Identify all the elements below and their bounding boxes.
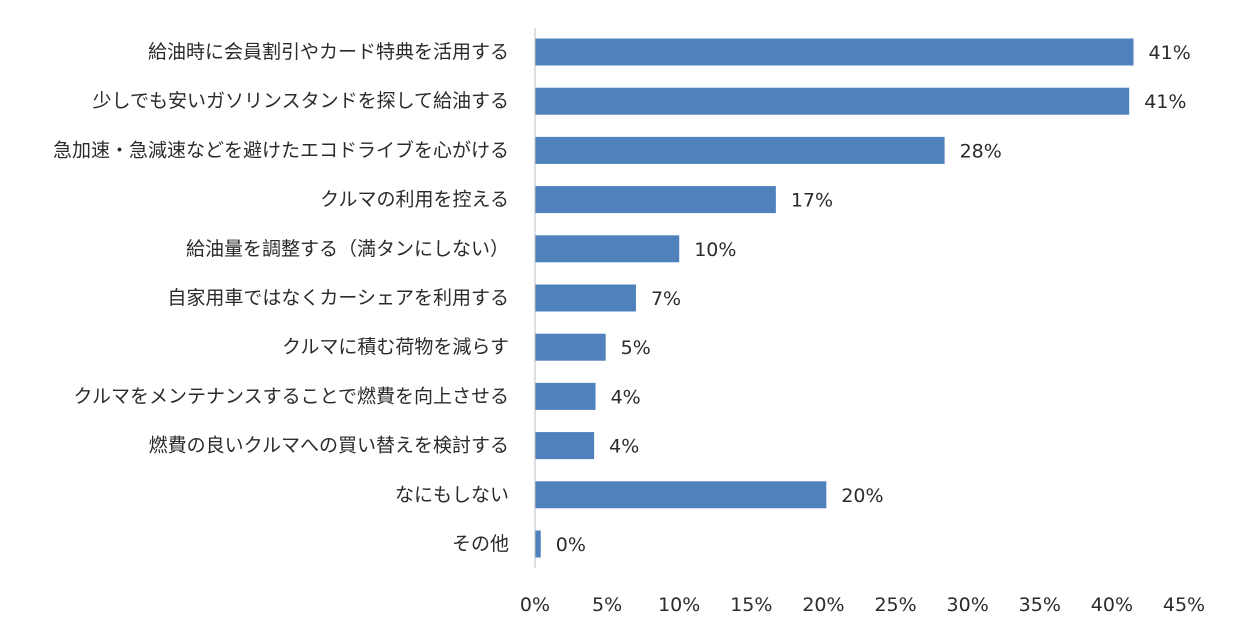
bar-8	[535, 382, 596, 410]
bar-5	[535, 235, 680, 263]
value-label-3: 28%	[960, 140, 1002, 162]
value-label-9: 4%	[609, 436, 639, 458]
category-label-6: 自家用車ではなくカーシェアを利用する	[167, 287, 509, 309]
bar-10	[535, 481, 827, 509]
value-label-2: 41%	[1144, 91, 1186, 113]
category-label-8: クルマをメンテナンスすることで燃費を向上させる	[74, 385, 509, 407]
x-tick-labels-group: 0% 5% 10% 15% 20% 25% 30% 35% 40% 45%	[520, 594, 1205, 616]
bar-9	[535, 432, 595, 460]
value-label-5: 10%	[694, 239, 736, 261]
x-tick-label-15: 15%	[730, 594, 772, 616]
category-label-3: 急加速・急減速などを避けたエコドライブを心がける	[53, 138, 509, 161]
value-label-4: 17%	[791, 190, 833, 212]
x-tick-label-40: 40%	[1091, 594, 1133, 616]
x-tick-label-20: 20%	[802, 594, 844, 616]
bar-11	[535, 530, 541, 558]
category-label-4: クルマの利用を控える	[320, 189, 509, 211]
category-label-10: なにもしない	[395, 484, 509, 506]
value-label-10: 20%	[841, 485, 883, 507]
value-label-7: 5%	[621, 337, 651, 359]
value-label-1: 41%	[1149, 42, 1191, 64]
x-tick-label-35: 35%	[1019, 594, 1061, 616]
bars-group	[535, 38, 1134, 558]
value-label-11: 0%	[556, 534, 586, 556]
x-tick-label-25: 25%	[874, 594, 916, 616]
value-label-6: 7%	[651, 288, 681, 310]
category-label-5: 給油量を調整する（満タンにしない）	[186, 238, 509, 260]
x-tick-label-0: 0%	[520, 594, 550, 616]
category-label-11: その他	[452, 533, 509, 555]
category-label-1: 給油時に会員割引やカード特典を活用する	[148, 41, 509, 63]
x-tick-label-30: 30%	[947, 594, 989, 616]
x-tick-label-5: 5%	[592, 594, 622, 616]
bar-4	[535, 186, 776, 214]
bar-1	[535, 38, 1134, 66]
category-label-2: 少しでも安いガソリンスタンドを探して給油する	[93, 90, 509, 112]
bar-3	[535, 136, 945, 164]
x-tick-label-45: 45%	[1163, 594, 1205, 616]
bar-2	[535, 87, 1130, 115]
value-labels-group: 41% 41% 28% 17% 10% 7% 5% 4% 4% 20% 0%	[556, 42, 1191, 556]
bar-7	[535, 333, 606, 361]
x-tick-label-10: 10%	[658, 594, 700, 616]
category-labels-group: 給油時に会員割引やカード特典を活用する少しでも安いガソリンスタンドを探して給油す…	[53, 41, 509, 555]
category-label-7: クルマに積む荷物を減らす	[282, 336, 509, 358]
value-label-8: 4%	[611, 386, 641, 408]
category-label-9: 燃費の良いクルマへの買い替えを検討する	[149, 435, 509, 457]
bar-6	[535, 284, 636, 312]
